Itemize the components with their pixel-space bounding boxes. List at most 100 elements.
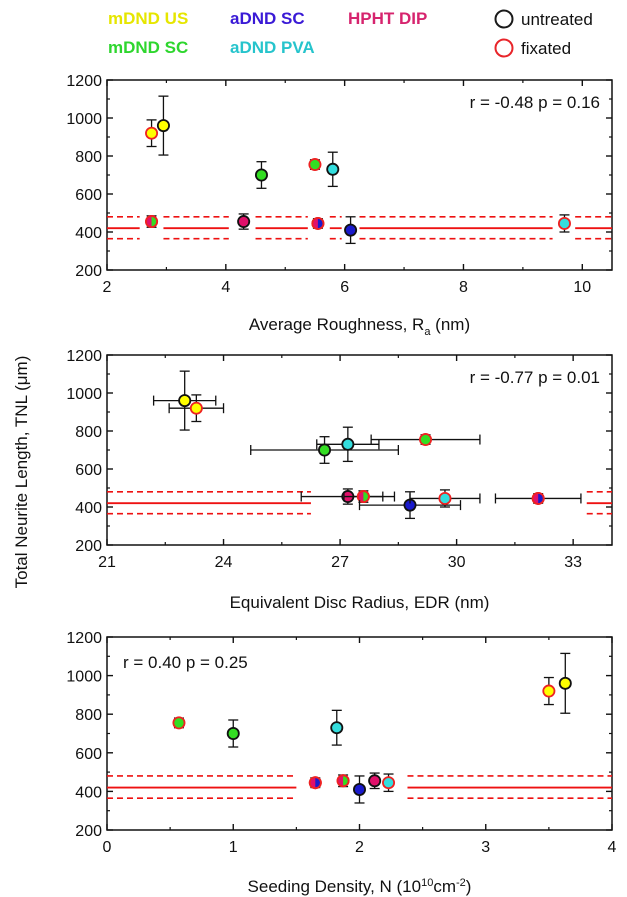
point-marker [189, 401, 203, 415]
x-tick-label: 0 [103, 839, 112, 856]
point-marker-outline [336, 774, 350, 788]
point-marker [382, 776, 396, 790]
legend-label-fixated: fixated [521, 39, 571, 58]
data-point [368, 772, 382, 790]
y-tick-label: 800 [75, 149, 102, 166]
point-marker [308, 158, 322, 172]
data-point [226, 719, 240, 748]
point-marker [330, 721, 344, 735]
x-tick-label: 27 [331, 554, 349, 571]
data-point [237, 213, 251, 230]
y-tick-label: 600 [75, 746, 102, 763]
legend-label-untreated: untreated [521, 10, 593, 29]
point-marker [326, 162, 340, 176]
legend-label-hpht-dip: HPHT DIP [348, 9, 427, 28]
correlation-annotation: r = -0.48 p = 0.16 [470, 93, 600, 112]
data-point [168, 394, 225, 423]
data-point [250, 436, 399, 464]
point-marker-outline [311, 216, 325, 230]
legend: mDND US aDND SC HPHT DIP untreated mDND … [108, 9, 593, 58]
data-point [336, 774, 350, 788]
data-point [330, 709, 344, 746]
correlation-annotation: r = 0.40 p = 0.25 [123, 653, 248, 672]
y-tick-label: 1000 [66, 386, 102, 403]
point-marker [254, 168, 268, 182]
legend-marker-fixated [494, 38, 514, 58]
data-point [343, 490, 384, 504]
data-point [344, 216, 358, 245]
point-marker [341, 437, 355, 451]
data-point [370, 433, 481, 447]
correlation-annotation: r = -0.77 p = 0.01 [470, 368, 600, 387]
x-axis-label: Average Roughness, Ra (nm) [249, 315, 470, 338]
data-point [409, 489, 481, 508]
point-marker [419, 433, 433, 447]
data-point [326, 151, 340, 188]
data-point [352, 775, 366, 804]
data-point [558, 652, 572, 714]
y-tick-label: 400 [75, 500, 102, 517]
y-tick-label: 400 [75, 225, 102, 242]
legend-label-adnd-sc: aDND SC [230, 9, 305, 28]
point-marker [226, 727, 240, 741]
point-marker [542, 684, 556, 698]
point-marker [178, 394, 192, 408]
point-marker [438, 491, 452, 505]
x-tick-label: 4 [608, 839, 617, 856]
y-tick-label: 1200 [66, 73, 102, 90]
y-tick-label: 800 [75, 707, 102, 724]
chart-panel-roughness: 200 400 600 800 1000 1200 2 4 6 8 10 Average Roughn… [66, 73, 613, 338]
point-marker-outline [356, 490, 370, 504]
legend-marker-untreated [494, 9, 514, 29]
data-point [145, 119, 159, 148]
point-marker [172, 716, 186, 730]
x-tick-label: 4 [221, 279, 230, 296]
data-point [557, 214, 571, 233]
data-point [542, 676, 556, 706]
data-point [254, 161, 268, 189]
y-tick-label: 400 [75, 784, 102, 801]
x-axis-label: Equivalent Disc Radius, EDR (nm) [230, 593, 490, 612]
x-tick-label: 33 [564, 554, 582, 571]
point-marker-outline [308, 776, 322, 790]
y-tick-label: 1000 [66, 669, 102, 686]
legend-label-mdnd-sc: mDND SC [108, 38, 188, 57]
point-marker [558, 676, 572, 690]
point-marker [368, 774, 382, 788]
point-marker [344, 223, 358, 237]
x-tick-label: 30 [448, 554, 466, 571]
y-tick-label: 200 [75, 263, 102, 280]
x-tick-label: 8 [459, 279, 468, 296]
data-point [152, 370, 217, 431]
point-marker [557, 216, 571, 230]
data-point [308, 158, 322, 172]
data-point [156, 95, 170, 156]
data-point [172, 716, 186, 730]
data-point [145, 215, 159, 229]
x-tick-label: 3 [481, 839, 490, 856]
legend-label-mdnd-us: mDND US [108, 9, 188, 28]
y-tick-label: 1200 [66, 348, 102, 365]
point-marker [145, 126, 159, 140]
y-tick-label: 200 [75, 538, 102, 555]
data-point [382, 773, 396, 793]
point-marker [318, 443, 332, 457]
point-marker [156, 119, 170, 133]
chart-panel-disc-radius: 200 400 600 800 1000 1200 21 24 27 30 33 Equivalent… [66, 348, 613, 612]
x-tick-label: 6 [340, 279, 349, 296]
point-marker [352, 782, 366, 796]
x-axis-label: Seeding Density, N (1010cm-2) [248, 877, 472, 896]
x-tick-label: 2 [103, 279, 112, 296]
x-tick-label: 21 [98, 554, 116, 571]
x-tick-label: 2 [355, 839, 364, 856]
data-point [308, 776, 322, 790]
y-tick-label: 600 [75, 462, 102, 479]
shared-y-axis-label: Total Neurite Length, TNL (μm) [12, 356, 31, 589]
y-tick-label: 200 [75, 823, 102, 840]
point-marker-outline [531, 491, 545, 505]
y-tick-label: 1000 [66, 111, 102, 128]
data-point [311, 216, 325, 230]
data-point [316, 426, 380, 463]
y-tick-label: 1200 [66, 630, 102, 647]
